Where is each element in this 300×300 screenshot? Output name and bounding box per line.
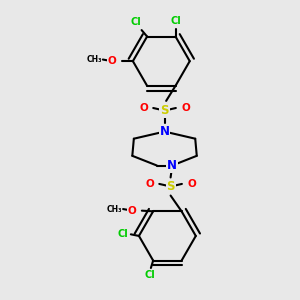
Text: Cl: Cl bbox=[145, 270, 155, 280]
Text: CH₃: CH₃ bbox=[86, 55, 102, 64]
Text: O: O bbox=[145, 179, 154, 189]
Text: O: O bbox=[181, 103, 190, 113]
Text: O: O bbox=[107, 56, 116, 66]
Text: N: N bbox=[160, 125, 170, 138]
Text: O: O bbox=[128, 206, 136, 216]
Text: S: S bbox=[160, 104, 169, 117]
Text: CH₃: CH₃ bbox=[106, 205, 122, 214]
Text: Cl: Cl bbox=[117, 229, 128, 239]
Text: O: O bbox=[187, 179, 196, 189]
Text: Cl: Cl bbox=[170, 16, 181, 26]
Text: S: S bbox=[166, 180, 175, 193]
Text: N: N bbox=[167, 159, 177, 172]
Text: O: O bbox=[139, 103, 148, 113]
Text: Cl: Cl bbox=[130, 17, 141, 27]
